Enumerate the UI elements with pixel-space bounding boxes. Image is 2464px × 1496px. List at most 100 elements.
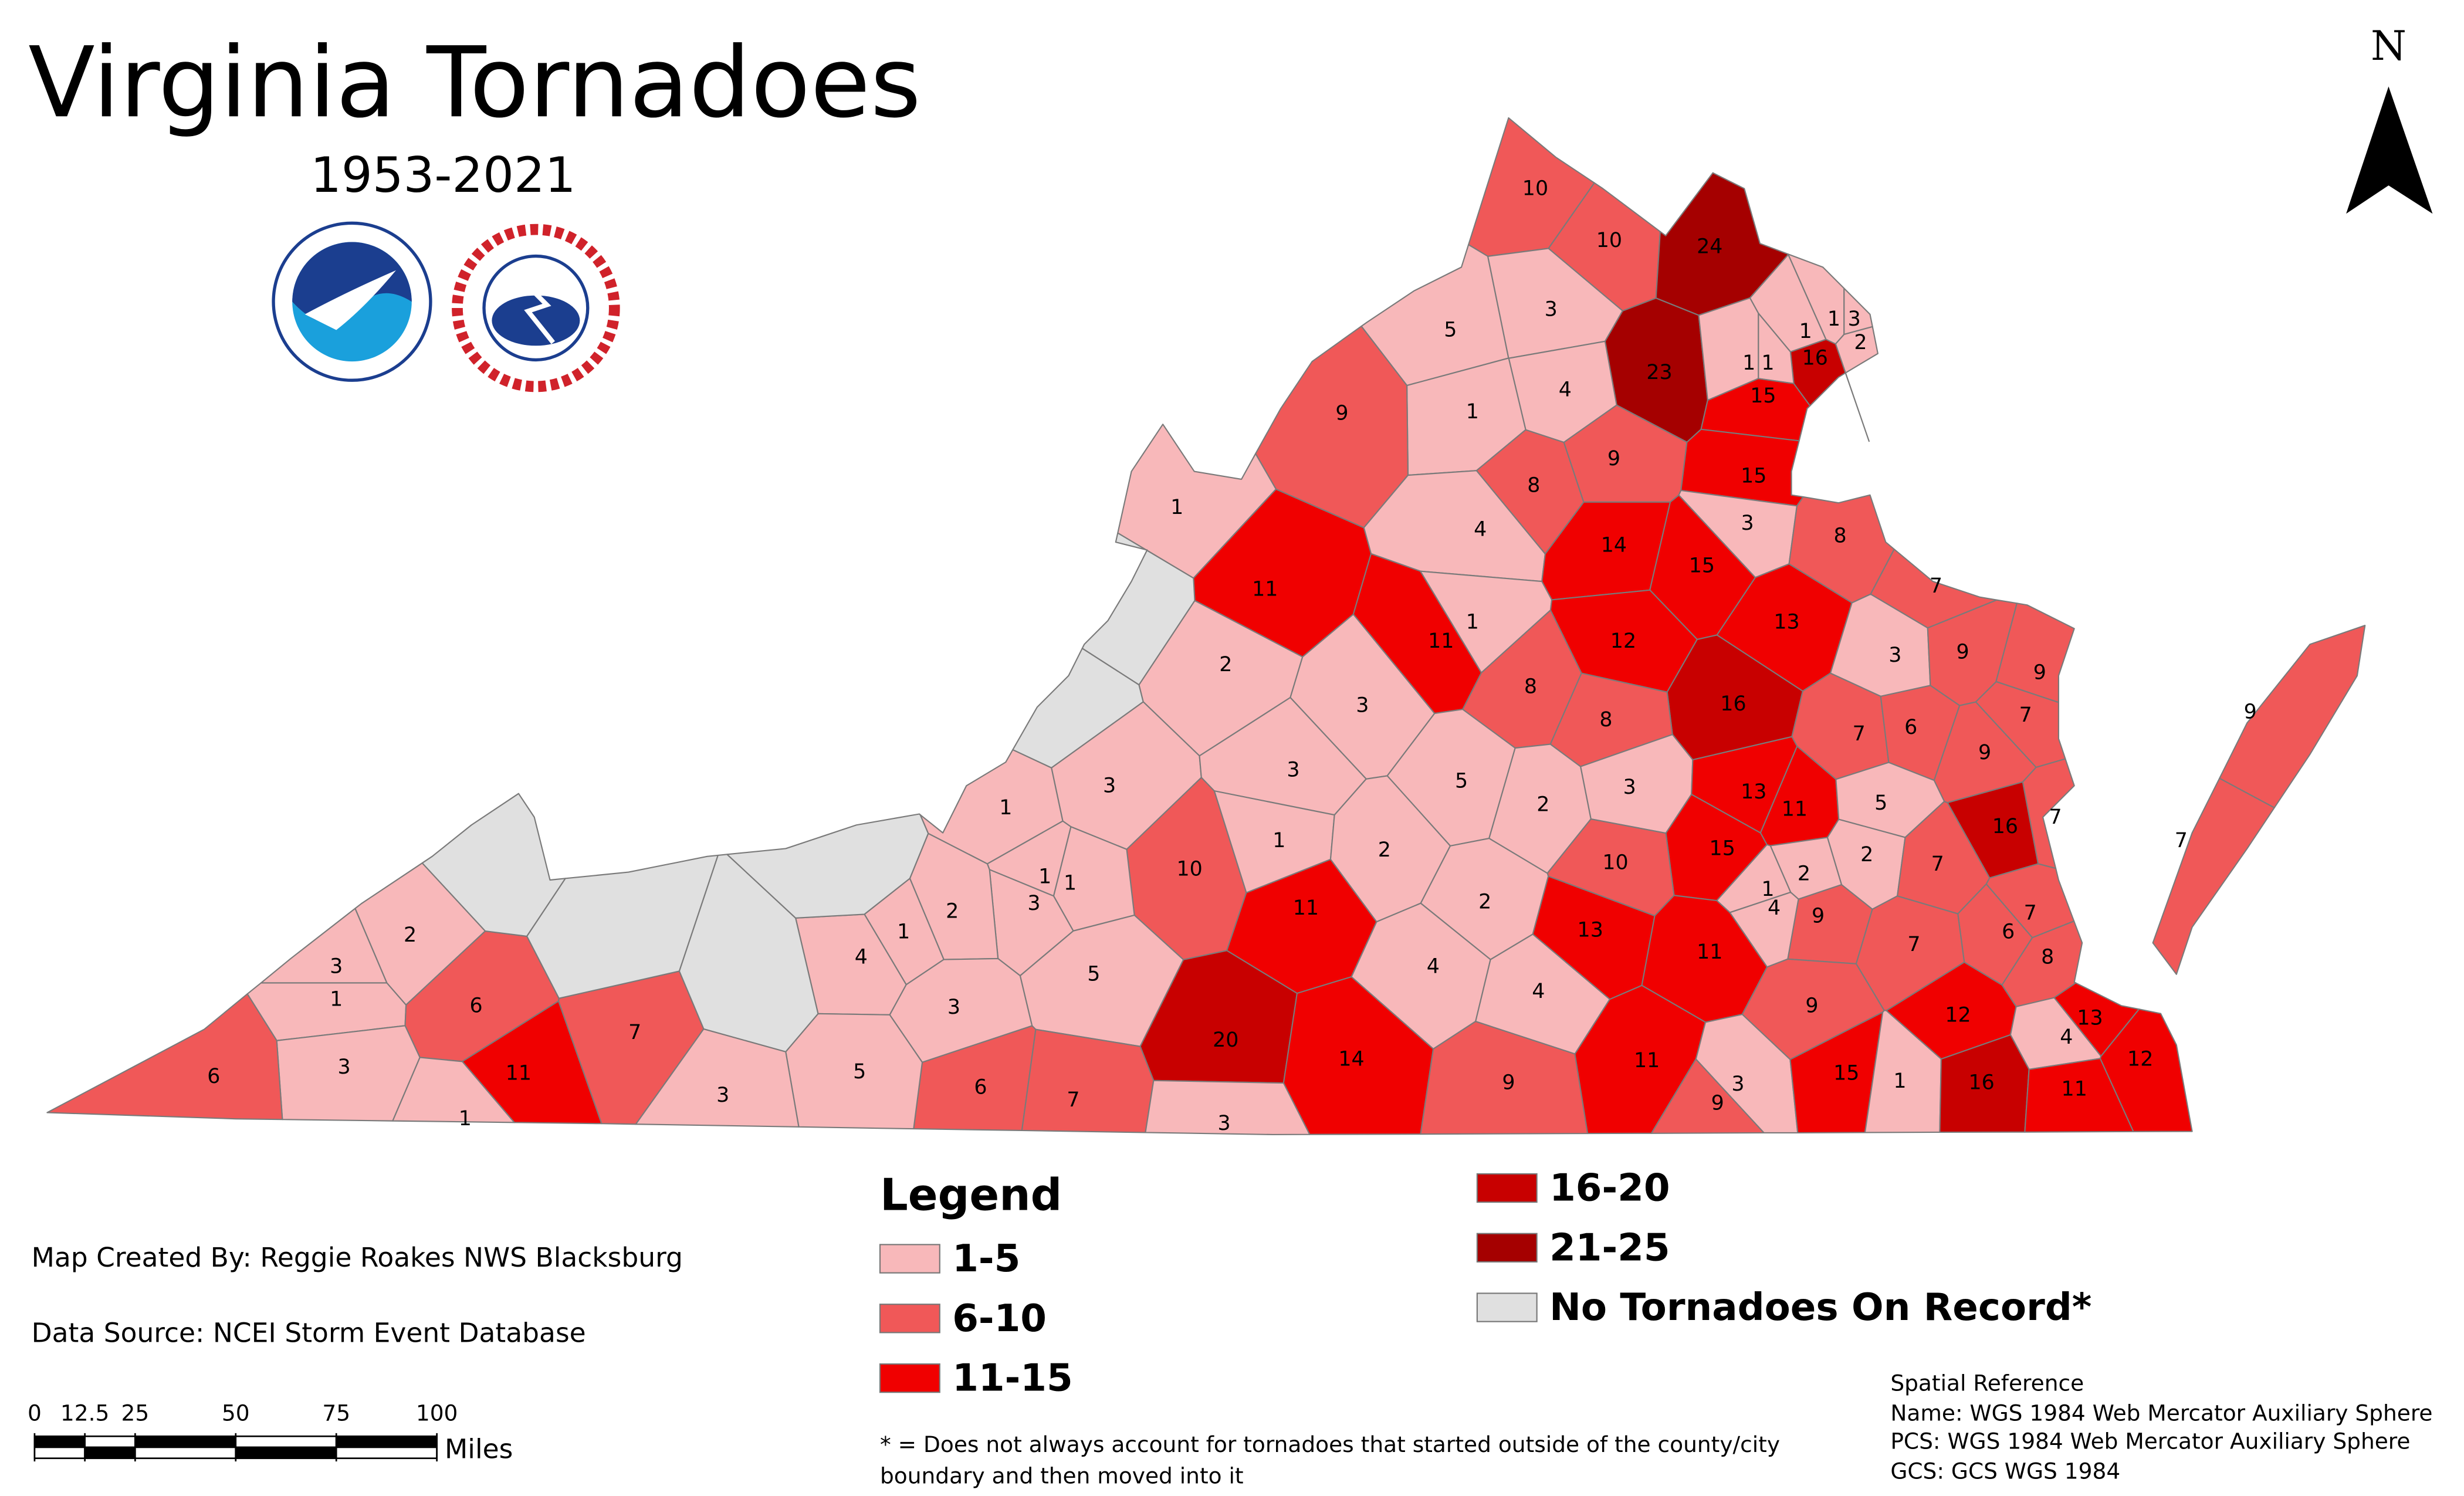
legend-swatch — [879, 1244, 940, 1274]
county-count: 9 — [2033, 661, 2046, 684]
county-count: 4 — [1532, 980, 1545, 1003]
no-record-area — [1012, 648, 1144, 769]
county-count: 9 — [2244, 700, 2257, 723]
county-count: 15 — [1750, 384, 1776, 408]
credit: Data Source: NCEI Storm Event Database — [32, 1318, 586, 1349]
legend-label: 6-10 — [952, 1297, 1047, 1341]
county-count: 6 — [2002, 920, 2015, 943]
county-count: 5 — [1444, 319, 1457, 342]
county-count: 1 — [330, 988, 343, 1011]
county-count: 1 — [999, 796, 1012, 820]
scale-segment — [335, 1446, 438, 1460]
county-count: 1 — [1064, 871, 1077, 895]
county-count: 2 — [1536, 793, 1549, 816]
county-count: 6 — [1904, 716, 1917, 739]
county-count: 9 — [1335, 401, 1348, 425]
map-subtitle: 1953-2021 — [310, 147, 576, 204]
scale-segment — [84, 1446, 136, 1460]
county-count: 20 — [1213, 1028, 1238, 1052]
county-count: 3 — [1731, 1072, 1744, 1096]
county-count: 3 — [947, 996, 960, 1019]
county-count: 1 — [1761, 878, 1774, 901]
county-count: 7 — [2019, 703, 2032, 727]
county-count: 9 — [1805, 994, 1818, 1017]
legend-title: Legend — [880, 1169, 1062, 1221]
county-count: 7 — [1930, 574, 1942, 598]
county — [1145, 1079, 1311, 1135]
county-count: 13 — [2077, 1007, 2103, 1030]
county-count: 10 — [1602, 851, 1628, 875]
county-count: 1 — [1799, 320, 1812, 343]
county-count: 1 — [1742, 351, 1755, 375]
county-count: 1 — [1170, 496, 1183, 519]
no-record-area — [1081, 532, 1196, 686]
legend-swatch — [1476, 1233, 1538, 1263]
no-record-area — [526, 854, 719, 999]
county-count: 12 — [1610, 629, 1636, 653]
spatial-reference: PCS: WGS 1984 Web Mercator Auxiliary Sph… — [1890, 1429, 2410, 1454]
county-count: 5 — [853, 1060, 866, 1084]
no-record-area — [678, 854, 819, 1052]
county-count: 7 — [1853, 722, 1866, 746]
county-count: 15 — [1710, 837, 1735, 860]
legend-label: 16-20 — [1549, 1166, 1670, 1210]
county-count: 23 — [1646, 361, 1672, 384]
county-count: 1 — [897, 920, 910, 943]
county-count: 7 — [1907, 933, 1920, 956]
county — [1680, 428, 1804, 507]
county-count: 10 — [1596, 229, 1622, 252]
county — [1985, 863, 2075, 939]
county — [2219, 624, 2366, 808]
county-count: 3 — [1287, 759, 1299, 782]
county-count: 14 — [1338, 1047, 1364, 1071]
county-count: 3 — [1218, 1112, 1231, 1135]
scale-tick-label: 25 — [121, 1400, 149, 1426]
county-count: 3 — [1741, 512, 1754, 535]
county — [2099, 1008, 2193, 1132]
county-count: 7 — [2024, 901, 2037, 925]
scale-segment — [84, 1435, 136, 1448]
county-count: 11 — [1252, 577, 1278, 601]
county-count: 7 — [1931, 852, 1944, 876]
scale-segment — [335, 1435, 438, 1448]
county-count: 6 — [470, 994, 483, 1017]
county-count: 2 — [1219, 653, 1232, 676]
legend-label: No Tornadoes On Record* — [1549, 1285, 2091, 1329]
county-count: 4 — [855, 945, 868, 969]
county-count: 8 — [1599, 708, 1612, 732]
county-count: 1 — [1761, 351, 1774, 375]
county-count: 16 — [1720, 692, 1746, 716]
county-count: 3 — [1623, 776, 1636, 799]
scale-segment — [33, 1446, 86, 1460]
county-count: 15 — [1833, 1061, 1859, 1085]
county-count: 6 — [974, 1076, 987, 1099]
county — [2152, 777, 2275, 975]
county-count: 11 — [506, 1061, 532, 1085]
footnote: * = Does not always account for tornadoe… — [880, 1431, 1780, 1457]
spatial-reference: GCS: GCS WGS 1984 — [1890, 1458, 2120, 1484]
county-count: 10 — [1522, 177, 1548, 200]
county-count: 1 — [1466, 611, 1479, 634]
legend-swatch — [879, 1304, 940, 1333]
county-count: 7 — [1067, 1088, 1079, 1112]
scale-segment — [134, 1446, 237, 1460]
legend-swatch — [1476, 1292, 1538, 1322]
county-count: 3 — [1888, 644, 1901, 667]
county-count: 3 — [338, 1055, 351, 1079]
county-count: 3 — [330, 955, 343, 978]
county-count: 1 — [1038, 865, 1051, 889]
legend-swatch — [879, 1363, 940, 1393]
counties — [46, 117, 2366, 1135]
county-count: 11 — [1782, 797, 1808, 821]
county-count: 2 — [1860, 843, 1873, 867]
scale-segment — [235, 1446, 337, 1460]
noaa-logo — [272, 221, 432, 382]
scale-tick-label: 100 — [416, 1400, 458, 1426]
county-count: 2 — [946, 900, 959, 923]
county — [392, 1057, 515, 1123]
county-count: 13 — [1773, 611, 1799, 634]
county-count: 16 — [1969, 1071, 1995, 1095]
county-count: 9 — [1812, 905, 1825, 928]
